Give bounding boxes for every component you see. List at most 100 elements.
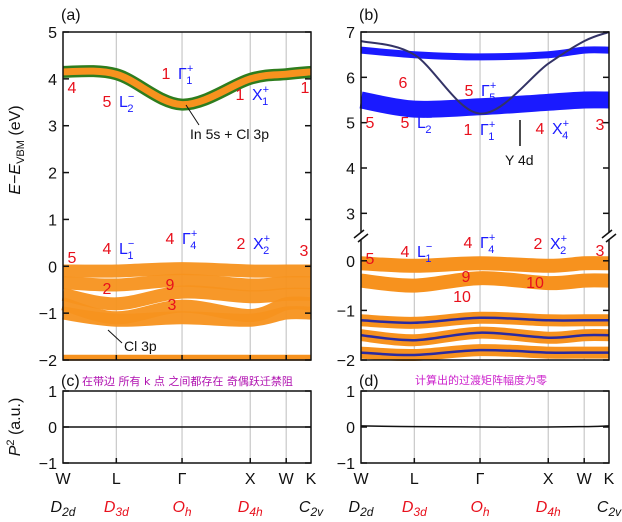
ytick-label-d-1: 1: [346, 384, 355, 401]
break-mark-0-2: [357, 233, 369, 243]
irrep-number-b-up-1: 5: [465, 83, 474, 100]
break-mark-1-2: [605, 233, 617, 243]
irrep-symbol-b-up-1: Γ+ 5: [481, 80, 496, 104]
frame-b: [360, 31, 610, 361]
kpoint-label-0-1: L: [112, 471, 121, 488]
inner-number-b-2: 10: [526, 275, 544, 292]
sym-label-b-vb-4: 3: [596, 243, 605, 260]
ytick-label-bl-0: 0: [346, 254, 355, 271]
irrep-number-b-vb-4: 3: [596, 243, 605, 260]
ytick-label-c--1: −1: [39, 456, 57, 473]
irrep-symbol-a-vb-2: Γ+ 4: [182, 228, 197, 252]
irrep-number-a-cb-0: 4: [68, 80, 77, 97]
sym-label-b-cb-1: 5 L− 2: [401, 112, 433, 136]
orbital-label-a-vb: Cl 3p: [124, 338, 157, 354]
ytick-label-bu-6: 6: [346, 70, 355, 87]
ytick-label-c-0: 0: [48, 420, 57, 437]
inner-number-a-2: 3: [168, 297, 177, 314]
kpoint-label-1-3: X: [543, 471, 554, 488]
ytick-label-a--2: −2: [39, 353, 57, 370]
sym-label-b-cb-0: 5: [366, 115, 375, 132]
point-group-0-3: D4h: [238, 499, 263, 519]
cb-band-a: [62, 67, 312, 109]
note-d: 计算出的过渡矩阵幅度为零: [415, 373, 547, 387]
vb-band-b-4: [360, 271, 610, 293]
point-group-0-0: D2d: [51, 499, 76, 519]
vb-band-b-core-5: [360, 316, 609, 325]
vb-band-b-core-6: [360, 331, 610, 342]
y-axis-title-c: P2 (a.u.): [5, 398, 24, 457]
inner-number-a-1: 9: [166, 277, 175, 294]
p2-line-d: [360, 425, 610, 428]
sym-label-b-cb-4: 3: [596, 117, 605, 134]
irrep-number-b-cb-4: 3: [596, 117, 605, 134]
note-c: 在带边 所有 k 点 之间都存在 奇偶跃迁禁阻: [82, 374, 293, 388]
sym-label-a-cb-1: 5 L− 2: [103, 91, 135, 115]
upper-band-b-1: [360, 46, 610, 61]
irrep-symbol-a-vb-3: X+ 2: [253, 233, 270, 257]
panel-label-b: (b): [359, 7, 379, 24]
orbital-pointer-a-cb: [185, 104, 200, 126]
ticks-layer: −2 −1 0 1 2 3 4 5 3 4 5 6 7 −2 −1 0 −1 0 1 −1 0 1: [39, 25, 609, 473]
irrep-symbol-b-cb-1: L− 2: [417, 112, 432, 136]
ytick-label-a--1: −1: [39, 306, 57, 323]
frame-a: [62, 31, 312, 361]
sym-label-b-vb-2: 4 Γ+ 4: [464, 232, 496, 256]
irrep-symbol-b-cb-2: Γ+ 1: [480, 119, 495, 143]
ytick-label-bl--1: −1: [337, 303, 355, 320]
upper-band-b-2: [360, 31, 610, 115]
panel-label-c: (c): [61, 373, 80, 390]
labels-layer: 4 5 L− 2 1 Γ+ 1 1 X+ 1 1 5 4 L− 1 4 Γ+ 4 2 X+ 2 3 2 9 3 In 5s + C…: [68, 63, 605, 354]
sym-label-a-vb-1: 4 L− 1: [103, 238, 135, 262]
irrep-number-b-cb-3: 4: [536, 121, 545, 138]
sym-label-b-cb-2: 1 Γ+ 1: [464, 119, 496, 143]
irrep-symbol-b-cb-3: X+ 4: [552, 118, 569, 142]
irrep-number-a-vb-2: 4: [166, 231, 175, 248]
point-group-1-0: D2d: [349, 499, 374, 519]
ytick-label-bu-7: 7: [346, 25, 355, 42]
irrep-symbol-b-vb-1: L− 1: [417, 241, 432, 265]
point-group-0-1: D3d: [104, 499, 129, 519]
irrep-number-a-cb-1: 5: [103, 94, 112, 111]
kpoint-label-1-1: L: [410, 471, 419, 488]
y4d-band-b: [359, 91, 610, 118]
ytick-label-a-3: 3: [48, 119, 57, 136]
sym-label-a-cb-0: 4: [68, 80, 77, 97]
ytick-label-a-1: 1: [48, 212, 57, 229]
sym-label-a-vb-3: 2 X+ 2: [237, 233, 271, 257]
kpoint-label-0-2: Γ: [178, 471, 187, 488]
ytick-label-d-0: 0: [346, 420, 355, 437]
irrep-number-a-vb-1: 4: [103, 241, 112, 258]
vb-band-a-3: [61, 285, 312, 311]
irrep-number-b-cb-2: 1: [464, 122, 473, 139]
irrep-number-a-cb-4: 1: [301, 80, 310, 97]
kpoint-label-0-4: W: [279, 471, 295, 488]
point-group-1-3: D4h: [536, 499, 561, 519]
sym-label-b-cb-3: 4 X+ 4: [536, 118, 570, 142]
irrep-number-b-vb-3: 2: [534, 236, 543, 253]
sym-label-a-cb-3: 1 X+ 1: [236, 84, 270, 108]
kpoint-label-1-5: K: [604, 471, 615, 488]
ytick-label-a-0: 0: [48, 259, 57, 276]
point-group-labels: D2d D3d Oh D4h C2v D2d D3d Oh D4h C2v: [51, 499, 622, 519]
irrep-number-b-vb-0: 5: [366, 251, 375, 268]
sym-label-b-vb-3: 2 X+ 2: [534, 233, 568, 257]
kpoint-label-1-2: Γ: [476, 471, 485, 488]
kpoint-label-0-0: W: [55, 471, 71, 488]
kpoint-label-0-3: X: [245, 471, 256, 488]
break-gap-0: [355, 232, 367, 240]
point-group-1-1: D3d: [402, 499, 427, 519]
ytick-label-a-2: 2: [48, 166, 57, 183]
ytick-label-bu-3: 3: [346, 206, 355, 223]
irrep-number-a-vb-3: 2: [237, 236, 246, 253]
panel-label-d: (d): [359, 373, 379, 390]
sym-label-b-up-1: 5 Γ+ 5: [465, 80, 497, 104]
point-group-0-2: Oh: [172, 499, 191, 519]
orbital-label-a-cb: In 5s + Cl 3p: [190, 126, 269, 142]
panel-label-a: (a): [61, 7, 81, 24]
ytick-label-a-5: 5: [48, 25, 57, 42]
kpoint-label-1-0: W: [353, 471, 369, 488]
orbital-pointer-a-vb: [107, 329, 123, 344]
irrep-number-b-vb-2: 4: [464, 235, 473, 252]
